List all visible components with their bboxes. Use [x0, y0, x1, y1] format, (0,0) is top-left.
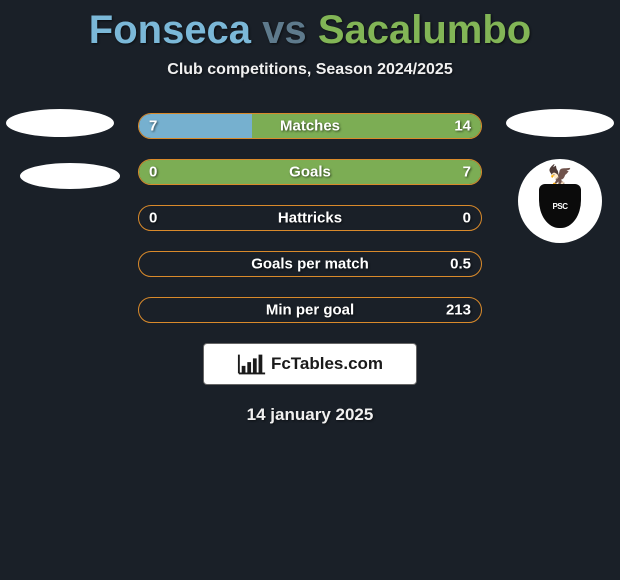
- chart-icon: [237, 352, 267, 376]
- stat-row: Goals per match0.5: [138, 251, 482, 277]
- player-b-name: Sacalumbo: [318, 8, 531, 52]
- stat-value-right: 213: [446, 302, 471, 319]
- credit-badge: FcTables.com: [203, 343, 417, 385]
- subtitle: Club competitions, Season 2024/2025: [0, 61, 620, 79]
- shield-icon: PSC: [539, 184, 581, 228]
- left-oval-icon: [6, 109, 114, 137]
- left-oval-2-icon: [20, 163, 120, 189]
- page-title: Fonseca vs Sacalumbo: [0, 0, 620, 53]
- stat-row: Min per goal213: [138, 297, 482, 323]
- stat-rows: 7Matches140Goals70Hattricks0Goals per ma…: [138, 113, 482, 323]
- stat-row: 7Matches14: [138, 113, 482, 139]
- stat-value-right: 0: [463, 210, 471, 227]
- club-crest: 🦅 PSC: [518, 159, 602, 243]
- stat-value-right: 0.5: [450, 256, 471, 273]
- stat-label: Goals: [139, 164, 481, 181]
- player-a-name: Fonseca: [89, 8, 251, 52]
- stat-row: 0Hattricks0: [138, 205, 482, 231]
- stat-label: Matches: [139, 118, 481, 135]
- credit-text: FcTables.com: [271, 354, 383, 374]
- comparison-content: 🦅 PSC 7Matches140Goals70Hattricks0Goals …: [0, 113, 620, 425]
- date-label: 14 january 2025: [0, 405, 620, 425]
- stat-value-right: 14: [454, 118, 471, 135]
- stat-label: Min per goal: [139, 302, 481, 319]
- eagle-icon: 🦅: [548, 166, 573, 186]
- right-oval-icon: [506, 109, 614, 137]
- crest-text: PSC: [553, 202, 568, 211]
- stat-value-right: 7: [463, 164, 471, 181]
- stat-row: 0Goals7: [138, 159, 482, 185]
- stat-label: Hattricks: [139, 210, 481, 227]
- stat-label: Goals per match: [139, 256, 481, 273]
- vs-separator: vs: [262, 8, 307, 52]
